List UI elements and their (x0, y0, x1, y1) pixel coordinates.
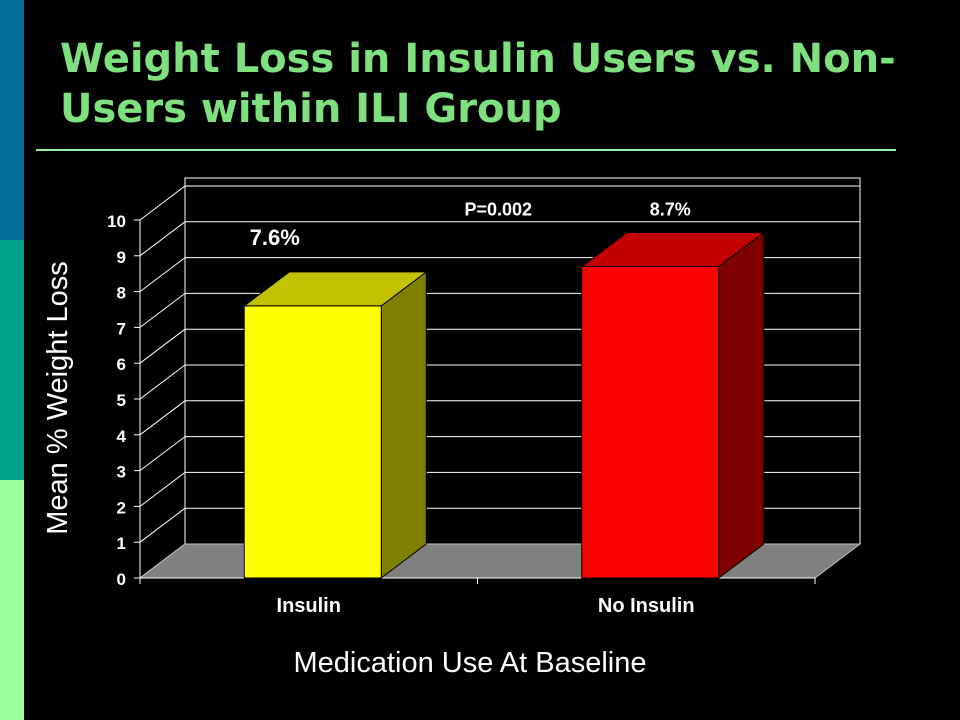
y-tick-label: 4 (117, 427, 127, 446)
bar-side-1 (380, 270, 427, 580)
accent-stripe-bottom (0, 480, 24, 720)
data-label: 8.7% (650, 200, 691, 220)
gridline-diagonal (139, 185, 186, 221)
title-divider (36, 149, 896, 151)
gridline-diagonal (139, 364, 186, 400)
y-tick-label: 3 (117, 463, 126, 482)
x-category-label: No Insulin (598, 595, 695, 617)
y-tick-label: 8 (117, 284, 126, 303)
accent-stripe-middle (0, 240, 24, 480)
bar-side-2 (718, 231, 765, 580)
gridline-diagonal (139, 507, 186, 543)
y-tick-label: 7 (117, 319, 126, 338)
y-tick-label: 6 (117, 355, 126, 374)
accent-stripe-top (0, 0, 24, 240)
x-category-label: Insulin (277, 595, 341, 617)
bar-1 (243, 305, 382, 579)
y-tick-label: 2 (117, 498, 126, 517)
p-value-annotation: P=0.002 (464, 200, 532, 220)
gridline-diagonal (139, 221, 186, 257)
gridline-diagonal (139, 472, 186, 507)
gridline-diagonal (139, 328, 186, 364)
gridline-diagonal (139, 293, 186, 328)
data-label: 7.6% (250, 225, 300, 250)
y-tick-label: 5 (117, 391, 126, 410)
y-tick-label: 9 (117, 248, 126, 267)
y-axis-label: Mean % Weight Loss (42, 261, 74, 535)
gridline-diagonal (139, 400, 186, 436)
x-axis-label: Medication Use At Baseline (293, 647, 647, 679)
y-tick-label: 0 (117, 570, 126, 589)
y-tick-label: 10 (107, 212, 126, 231)
gridline-diagonal (139, 436, 186, 471)
bar-2 (581, 266, 720, 579)
gridline-diagonal (139, 257, 186, 292)
slide-title: Weight Loss in Insulin Users vs. Non-Use… (60, 36, 896, 132)
y-tick-label: 1 (117, 534, 126, 553)
